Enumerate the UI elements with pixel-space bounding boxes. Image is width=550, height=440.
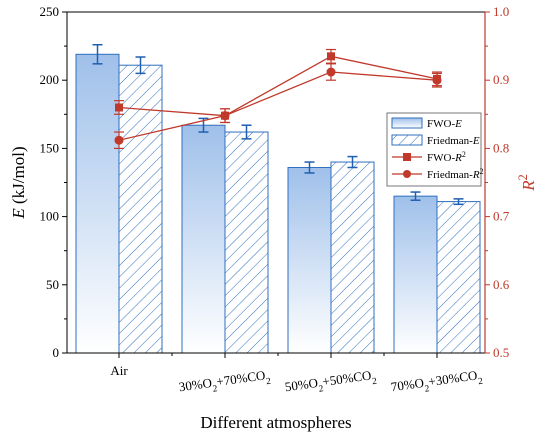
- lines-layer: [114, 48, 442, 149]
- bar-1-3: [436, 201, 481, 354]
- line-series-0: [118, 55, 438, 117]
- legend-marker-2: [403, 153, 411, 161]
- line-point-0-0: [115, 103, 123, 112]
- legend-swatch-0: [391, 117, 423, 129]
- legend: FWO-E Friedman-E FWO-R2 Friedman-R2: [386, 112, 484, 187]
- y-left-axis-title: E (kJ/mol): [9, 146, 28, 219]
- line-series-1: [118, 71, 438, 141]
- bar-0-2: [287, 166, 332, 354]
- y-left-tick-label-5: 250: [40, 4, 60, 19]
- bar-0-1: [181, 124, 226, 354]
- legend-swatch-1: [391, 134, 423, 146]
- line-point-1-0: [114, 135, 124, 145]
- y-left-tick-label-3: 150: [40, 140, 60, 155]
- axes-layer: 0 50 100 150 200 250 0.5 0.6 0.7 0.8 0.9 1.0 Air 30%O…: [9, 4, 538, 432]
- legend-label-1: Friedman-E: [427, 135, 480, 147]
- legend-label-3: Friedman-R2: [427, 167, 484, 182]
- line-point-1-1: [220, 111, 230, 121]
- y-right-tick-label-0: 0.5: [493, 345, 509, 360]
- x-tick-label-0: Air: [110, 363, 128, 378]
- legend-marker-3: [403, 170, 411, 178]
- x-axis-title: Different atmospheres: [200, 413, 351, 432]
- bars-layer: [75, 43, 481, 354]
- y-right-tick-label-5: 1.0: [493, 4, 509, 19]
- x-tick-label-3: 70%O2+30%CO2: [390, 367, 484, 400]
- y-left-tick-label-1: 50: [46, 277, 59, 292]
- y-right-tick-label-2: 0.7: [493, 209, 510, 224]
- line-point-1-3: [432, 75, 442, 85]
- x-tick-label-1: 30%O2+70%CO2: [178, 367, 272, 400]
- bar-1-1: [224, 131, 269, 354]
- legend-label-2: FWO-R2: [427, 150, 466, 165]
- y-right-axis-title: R2: [516, 174, 538, 192]
- bar-1-0: [118, 64, 163, 354]
- y-left-tick-label-4: 200: [40, 72, 60, 87]
- y-right-tick-label-4: 0.9: [493, 72, 509, 87]
- bar-0-3: [393, 195, 438, 354]
- line-point-1-2: [326, 67, 336, 77]
- x-tick-label-2: 50%O2+50%CO2: [284, 367, 378, 400]
- y-right-tick-label-1: 0.6: [493, 277, 510, 292]
- legend-label-0: FWO-E: [427, 118, 462, 130]
- bar-1-2: [330, 161, 375, 354]
- y-left-tick-label-2: 100: [40, 209, 60, 224]
- y-left-tick-label-0: 0: [53, 345, 60, 360]
- y-right-tick-label-3: 0.8: [493, 140, 509, 155]
- line-point-0-2: [327, 52, 335, 61]
- bar-0-0: [75, 53, 120, 354]
